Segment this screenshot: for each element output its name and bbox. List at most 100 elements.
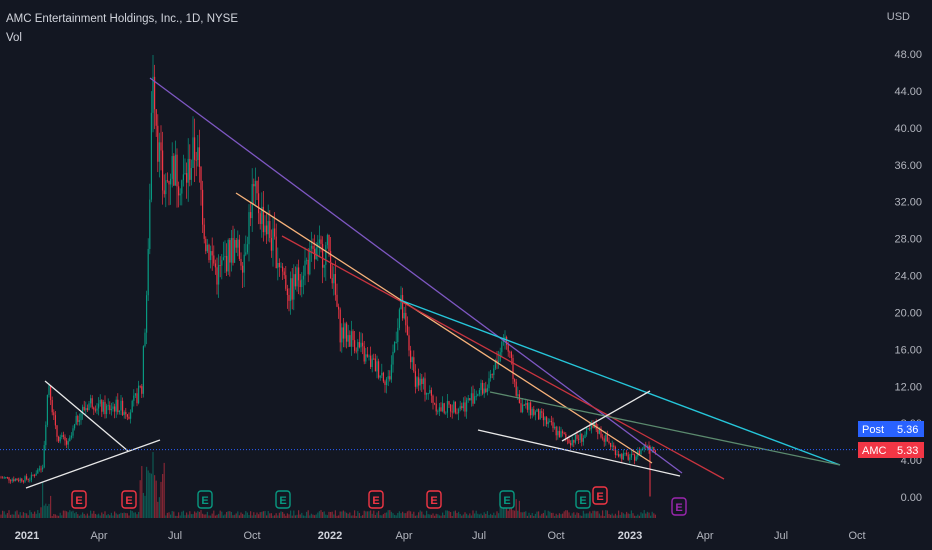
volume-bar [525, 511, 527, 518]
volume-bar [221, 511, 223, 518]
volume-bar [542, 512, 544, 518]
earnings-marker[interactable]: E [275, 490, 291, 509]
candle-body [430, 390, 432, 396]
earnings-marker[interactable]: E [426, 490, 442, 509]
volume-bar [493, 512, 495, 518]
candle-body [165, 180, 167, 195]
volume-bar [208, 515, 210, 518]
candle-body [94, 409, 96, 411]
volume-bar [130, 510, 132, 518]
candle-body [120, 400, 122, 411]
earnings-markers[interactable]: E E E E E E E E EE [71, 486, 687, 516]
candle-body [114, 406, 116, 412]
candle-body [40, 468, 42, 470]
candle-body [416, 377, 418, 387]
candle-body [126, 414, 128, 417]
earnings-marker[interactable]: E [671, 497, 687, 516]
candle-body [334, 274, 336, 295]
volume-bar [429, 514, 431, 518]
volume-bar [37, 510, 39, 518]
amc-badge-label: AMC [862, 445, 887, 457]
candle-body [597, 429, 599, 434]
candle-body [552, 422, 554, 429]
volume-bar [373, 510, 375, 518]
candle-body [70, 435, 72, 438]
volume-bar [360, 515, 362, 518]
volume-bar [637, 514, 639, 518]
volume-bar [411, 513, 413, 518]
volume-bar [165, 515, 167, 518]
candle-body [466, 400, 468, 412]
candle-body [421, 378, 423, 385]
candle-body [576, 434, 578, 439]
volume-bar [338, 515, 340, 518]
candlesticks [0, 55, 656, 497]
candle-body [378, 361, 380, 378]
candle-body [125, 412, 127, 415]
earnings-marker[interactable]: E [499, 490, 515, 509]
time-tick-label: Oct [848, 530, 865, 542]
volume-bar [530, 515, 532, 518]
volume-bar [374, 514, 376, 518]
volume-bar [565, 510, 567, 518]
candle-body [187, 158, 189, 183]
trendline-white-rise [561, 390, 651, 442]
candle-body [293, 274, 295, 300]
earnings-marker[interactable]: E [592, 486, 608, 505]
volume-bar [355, 515, 357, 518]
candle-body [394, 342, 396, 352]
candle-body [261, 206, 263, 224]
price-axis[interactable]: 48.00 44.00 40.00 36.00 32.00 28.00 24.00 20.00… [894, 49, 922, 504]
candle-body [78, 420, 80, 422]
candle-body [170, 178, 172, 185]
earnings-marker[interactable]: E [368, 490, 384, 509]
candle-body [240, 258, 242, 266]
post-badge-bg [858, 421, 892, 437]
candle-body [227, 239, 229, 272]
earnings-marker[interactable]: E [121, 490, 137, 509]
earnings-marker[interactable]: E [575, 490, 591, 509]
chart-title: AMC Entertainment Holdings, Inc., 1D, NY… [6, 13, 239, 25]
candle-body [16, 478, 18, 481]
svg-text:E: E [430, 495, 437, 507]
candle-body [275, 236, 277, 269]
volume-bar [206, 511, 208, 518]
volume-bar [602, 510, 604, 518]
volume-bar [59, 512, 61, 518]
volume-bar [581, 515, 583, 518]
candle-body [627, 454, 629, 460]
candle-body [333, 274, 335, 284]
candle-body [157, 125, 159, 162]
candle-body [461, 406, 463, 409]
earnings-marker[interactable]: E [197, 490, 213, 509]
post-badge-value-bg [892, 421, 924, 437]
candle-body [298, 267, 300, 281]
volume-bar [650, 515, 652, 518]
time-axis[interactable]: 2021 Apr Jul Oct 2022 Apr Jul Oct 2023 Apr Jul Oct [15, 530, 866, 542]
volume-bar [187, 514, 189, 518]
volume-bar [555, 513, 557, 518]
candle-body [184, 173, 186, 175]
candle-body [653, 447, 655, 451]
volume-bar [10, 514, 12, 518]
volume-bar [88, 515, 90, 518]
earnings-marker[interactable]: E [71, 490, 87, 509]
volume-bar [611, 513, 613, 518]
candle-body [229, 239, 231, 263]
volume-bar [469, 513, 471, 518]
candle-body [248, 212, 250, 245]
candle-body [251, 184, 253, 219]
candle-body [13, 479, 15, 482]
volume-bar [69, 510, 71, 518]
candle-body [530, 402, 532, 416]
candle-body [635, 456, 637, 461]
trendline-drawings[interactable] [25, 77, 841, 489]
time-tick-label: Jul [774, 530, 788, 542]
candle-body [522, 404, 524, 413]
candle-body [526, 402, 528, 410]
volume-bar [126, 513, 128, 518]
candle-body [264, 225, 266, 233]
volume-bar [635, 515, 637, 518]
volume-bar [38, 513, 40, 518]
